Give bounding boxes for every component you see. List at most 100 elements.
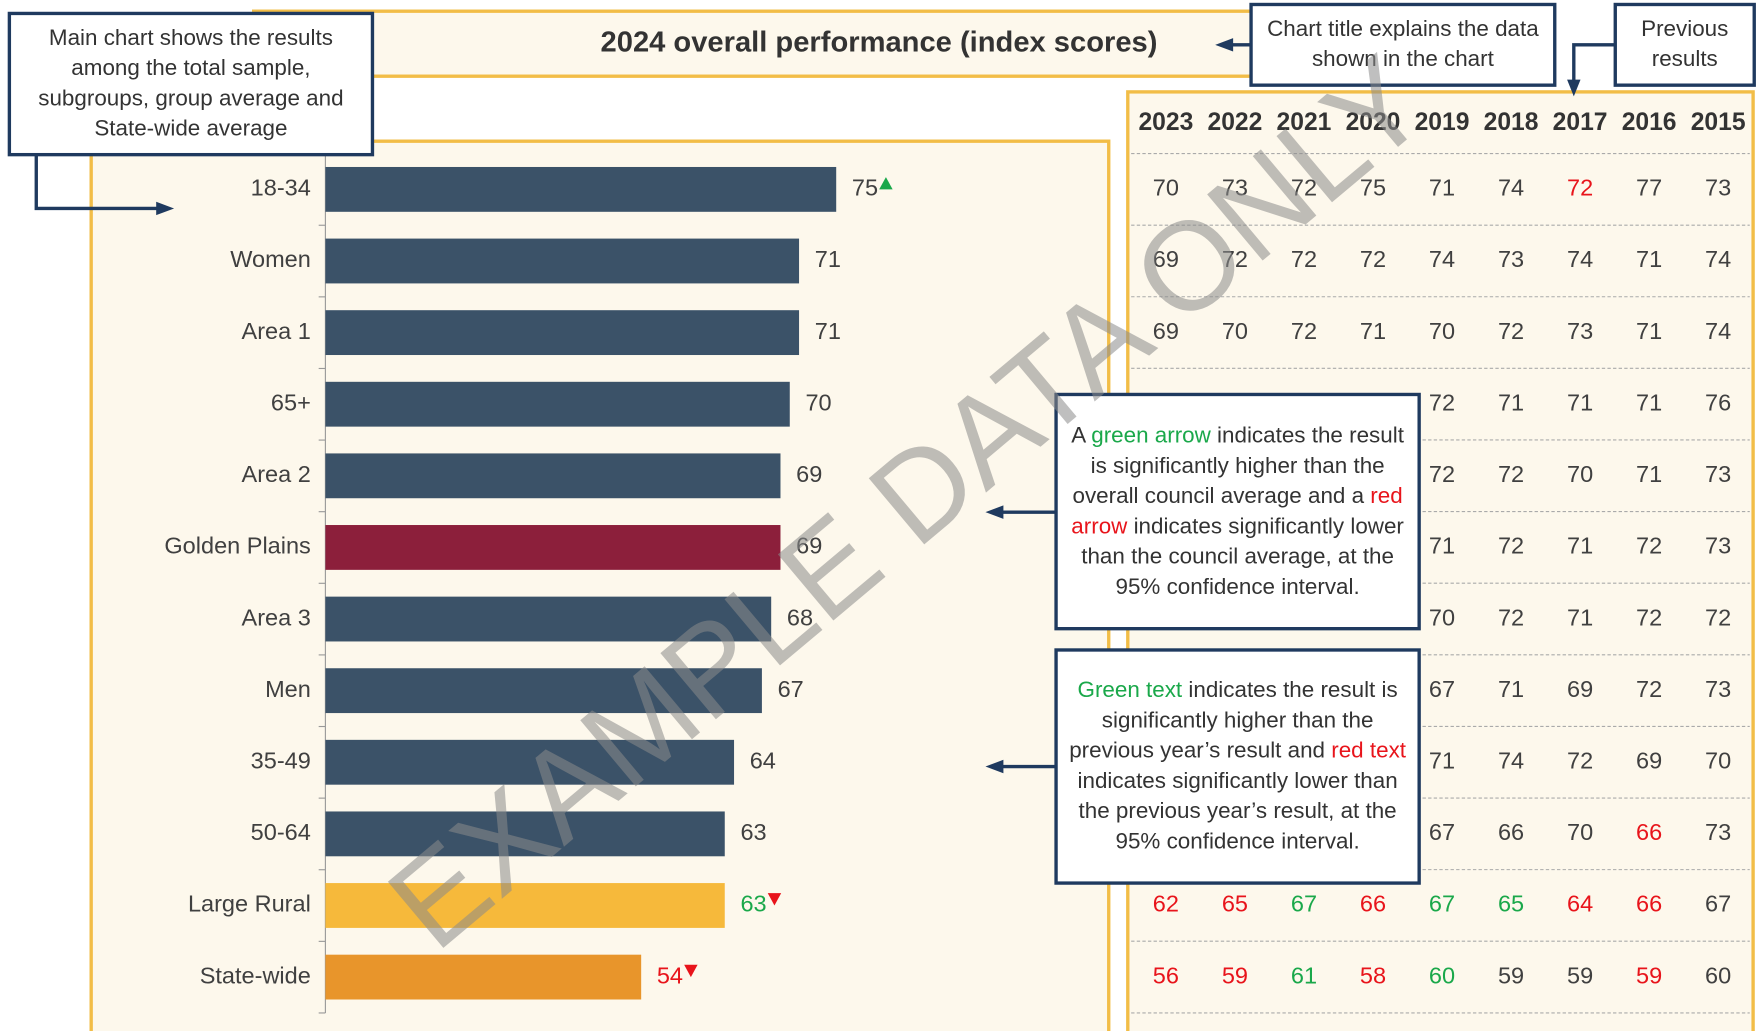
table-cell: 73 (1705, 175, 1731, 201)
bar (325, 883, 725, 928)
table-cell: 73 (1705, 819, 1731, 845)
table-cell: 70 (1567, 461, 1593, 487)
column-header: 2021 (1277, 109, 1332, 136)
table-cell: 67 (1429, 676, 1455, 702)
table-cell: 70 (1222, 318, 1248, 344)
table-cell: 73 (1705, 461, 1731, 487)
value-label: 69 (796, 533, 822, 559)
category-label: Area 2 (242, 461, 311, 487)
callout-text: Main chart shows the results among the t… (38, 25, 344, 142)
callout: Chart title explains the data shown in t… (1267, 16, 1539, 72)
category-label: 65+ (271, 389, 311, 415)
table-cell: 70 (1567, 819, 1593, 845)
table-cell: 72 (1291, 175, 1317, 201)
table-cell: 70 (1429, 318, 1455, 344)
bar (325, 811, 725, 857)
table-cell: 73 (1567, 318, 1593, 344)
table-cell: 66 (1636, 891, 1662, 917)
table-cell: 60 (1429, 962, 1455, 988)
table-cell: 75 (1360, 175, 1386, 201)
column-header: 2017 (1553, 109, 1608, 136)
table-cell: 73 (1705, 533, 1731, 559)
category-label: Large Rural (188, 891, 311, 917)
table-cell: 71 (1567, 389, 1593, 415)
table-cell: 69 (1636, 747, 1662, 773)
value-label: 54 (657, 962, 683, 988)
callout-text: indicates the result is significantly hi… (1069, 677, 1398, 764)
arrowhead (985, 505, 1004, 519)
column-header: 2020 (1346, 109, 1401, 136)
callout-highlight: Green text (1077, 677, 1183, 703)
value-label: 68 (787, 604, 813, 630)
table-cell: 64 (1567, 891, 1593, 917)
table-cell: 66 (1636, 819, 1662, 845)
table-cell: 67 (1429, 819, 1455, 845)
category-label: Men (265, 676, 311, 702)
category-label: Women (230, 246, 311, 272)
value-label: 63 (740, 819, 766, 845)
table-cell: 72 (1291, 246, 1317, 272)
table-cell: 72 (1498, 533, 1524, 559)
arrowhead (1567, 79, 1581, 97)
table-cell: 72 (1498, 461, 1524, 487)
arrowhead (156, 201, 175, 216)
bar (325, 381, 790, 427)
table-cell: 74 (1498, 747, 1524, 773)
significance-arrow (879, 177, 893, 190)
table-cell: 71 (1636, 389, 1662, 415)
callout-text: indicates significantly lower than the c… (1081, 513, 1404, 599)
table-cell: 74 (1498, 175, 1524, 201)
bar (325, 668, 762, 714)
table-cell: 71 (1498, 676, 1524, 702)
table-cell: 70 (1705, 747, 1731, 773)
table-cell: 73 (1498, 246, 1524, 272)
table-cell: 71 (1429, 747, 1455, 773)
value-label: 64 (750, 747, 776, 773)
table-cell: 76 (1705, 389, 1731, 415)
table-cell: 72 (1222, 246, 1248, 272)
table-cell: 71 (1636, 246, 1662, 272)
bar (325, 596, 772, 642)
category-label: 18-34 (251, 175, 311, 201)
table-cell: 67 (1291, 891, 1317, 917)
table-cell: 71 (1636, 318, 1662, 344)
callout-highlight: green arrow (1091, 423, 1211, 448)
table-cell: 66 (1498, 819, 1524, 845)
callout: Previous results (1641, 17, 1728, 72)
table-cell: 71 (1498, 389, 1524, 415)
table-cell: 72 (1636, 604, 1662, 630)
background (89, 9, 1755, 1031)
table-cell: 72 (1636, 676, 1662, 702)
table-cell: 65 (1498, 891, 1524, 917)
table-cell: 69 (1567, 676, 1593, 702)
table-cell: 62 (1153, 891, 1179, 917)
category-label: Golden Plains (164, 533, 310, 559)
bar (325, 453, 781, 499)
value-label: 71 (815, 318, 841, 344)
callout: A green arrow indicates the result is si… (1071, 423, 1404, 599)
value-label: 75 (852, 175, 878, 201)
callout-text: Chart title explains the data shown in t… (1267, 16, 1539, 72)
significance-arrow (767, 893, 782, 906)
chart-panel (89, 139, 1111, 1031)
table-cell: 72 (1567, 747, 1593, 773)
table-cell: 67 (1429, 891, 1455, 917)
table-cell: 72 (1498, 318, 1524, 344)
table-cell: 71 (1567, 604, 1593, 630)
arrow (34, 154, 158, 211)
table-cell: 72 (1360, 246, 1386, 272)
plot: 18-34 75 Women 71 Area 1 71 65+ 70 Area 2 69 Golde… (164, 153, 893, 1014)
table-cell: 58 (1360, 962, 1386, 988)
table-cell: 71 (1429, 533, 1455, 559)
bar (325, 238, 800, 284)
table-cell: 71 (1360, 318, 1386, 344)
callout-box (1249, 2, 1557, 87)
value-label: 69 (796, 461, 822, 487)
table-cell: 72 (1429, 389, 1455, 415)
callout: Main chart shows the results among the t… (38, 25, 344, 142)
arrowhead (1215, 38, 1234, 52)
table-cell: 69 (1153, 246, 1179, 272)
bar (325, 310, 800, 356)
table-cell: 74 (1705, 246, 1731, 272)
callout: Green text indicates the result is signi… (1069, 677, 1406, 854)
